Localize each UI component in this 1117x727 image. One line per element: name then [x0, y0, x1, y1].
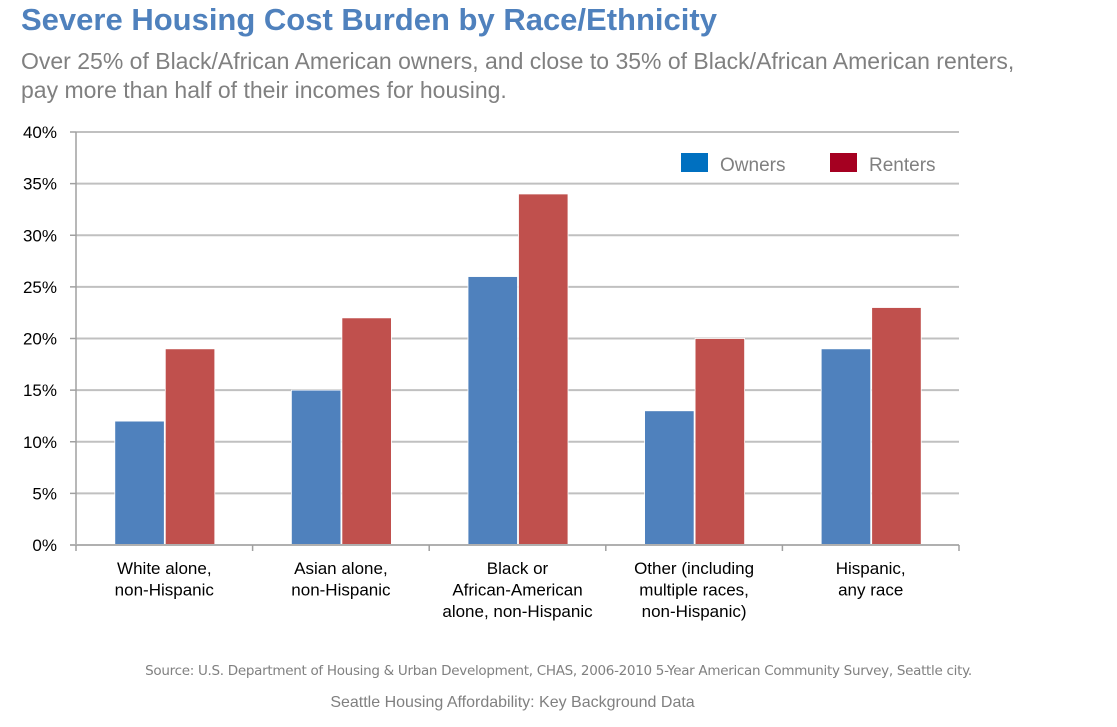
legend-label-owners: Owners [720, 155, 785, 176]
bar-owners [290, 389, 342, 546]
legend-swatch-renters [830, 153, 857, 172]
legend: Owners Renters [681, 153, 936, 176]
chart-subtitle: Over 25% of Black/African American owner… [21, 48, 1015, 103]
bar-owners [467, 276, 518, 546]
bar-renters [341, 317, 392, 546]
axis-labels: 0% 5% 10% 15% 20% 25% 30% 35% 40% White alone, non… [23, 123, 906, 621]
axes [70, 131, 960, 551]
x-category-label: Black or [487, 559, 549, 578]
bar-owners [820, 348, 872, 546]
x-category-label: Hispanic, [836, 559, 906, 578]
y-tick-label: 15% [23, 381, 57, 400]
footer-text: Seattle Housing Affordability: Key Backg… [330, 694, 695, 711]
bar-renters [164, 348, 216, 546]
bar-owners [644, 410, 695, 546]
bar-owners [114, 420, 165, 546]
x-category-label: non-Hispanic [115, 581, 215, 600]
y-tick-label: 35% [23, 175, 57, 194]
bar-renters [694, 338, 745, 546]
x-category-label: African-American [452, 581, 582, 600]
y-tick-label: 0% [32, 536, 57, 555]
x-category-label: Asian alone, [294, 559, 388, 578]
x-category-label: Other (including [634, 559, 754, 578]
x-category-label: multiple races, [639, 581, 749, 600]
x-category-label: any race [838, 581, 903, 600]
bars [114, 193, 922, 546]
y-tick-label: 5% [32, 484, 57, 503]
y-tick-label: 40% [23, 123, 57, 142]
y-tick-label: 20% [23, 330, 57, 349]
x-category-label: White alone, [117, 559, 212, 578]
bar-renters [871, 307, 922, 546]
y-tick-label: 10% [23, 433, 57, 452]
source-note: Source: U.S. Department of Housing & Urb… [145, 663, 972, 679]
x-category-label: non-Hispanic [291, 581, 391, 600]
legend-swatch-owners [681, 153, 708, 172]
bar-renters [518, 193, 569, 546]
y-tick-label: 30% [23, 226, 57, 245]
x-category-label: alone, non-Hispanic [442, 602, 593, 621]
x-category-label: non-Hispanic) [642, 602, 747, 621]
chart-title: Severe Housing Cost Burden by Race/Ethni… [21, 2, 717, 37]
y-tick-label: 25% [23, 278, 57, 297]
legend-label-renters: Renters [869, 155, 936, 176]
